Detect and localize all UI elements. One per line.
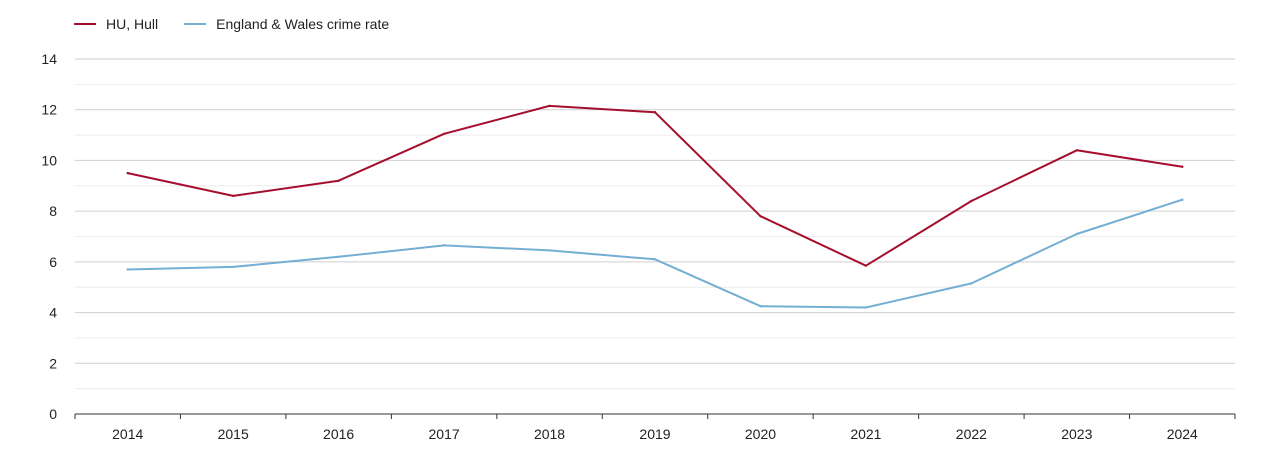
data-point[interactable] <box>126 171 129 175</box>
y-tick-label: 6 <box>49 254 57 270</box>
data-point[interactable] <box>1181 165 1184 168</box>
legend-label-england-wales: England & Wales crime rate <box>216 16 390 32</box>
x-tick-label: 2020 <box>745 426 776 442</box>
y-tick-label: 8 <box>49 203 57 219</box>
y-tick-label: 2 <box>49 355 57 371</box>
x-tick-label: 2017 <box>429 426 460 442</box>
data-point[interactable] <box>970 282 973 285</box>
legend-swatch-england-wales <box>184 23 207 25</box>
x-tick-label: 2016 <box>323 426 354 442</box>
data-point[interactable] <box>548 104 551 108</box>
data-point[interactable] <box>864 306 868 309</box>
legend-item-hull[interactable]: HU, Hull <box>74 16 158 32</box>
data-point[interactable] <box>337 179 340 182</box>
x-tick-label: 2024 <box>1167 426 1198 442</box>
data-point[interactable] <box>337 255 340 258</box>
series-lines <box>126 104 1184 309</box>
data-point[interactable] <box>653 258 657 261</box>
x-tick-label: 2014 <box>112 426 143 442</box>
data-point[interactable] <box>759 215 762 218</box>
data-point[interactable] <box>442 244 446 247</box>
y-tick-label: 12 <box>41 102 57 118</box>
y-tick-label: 0 <box>49 406 57 422</box>
legend: HU, Hull England & Wales crime rate <box>74 16 415 32</box>
data-point[interactable] <box>759 305 762 308</box>
data-point[interactable] <box>126 268 129 271</box>
data-point[interactable] <box>442 132 446 136</box>
data-point[interactable] <box>1075 149 1079 152</box>
data-point[interactable] <box>1181 198 1184 201</box>
x-axis: 2014 2015 2016 2017 2018 2019 2020 2021 2022 2023… <box>74 413 1236 442</box>
x-tick-label: 2021 <box>850 426 881 442</box>
grid-lines <box>75 58 1235 390</box>
data-point[interactable] <box>548 249 551 252</box>
x-tick-label: 2023 <box>1061 426 1092 442</box>
x-tick-label: 2018 <box>534 426 565 442</box>
legend-swatch-hull <box>74 23 96 25</box>
x-tick-label: 2022 <box>956 426 987 442</box>
x-tick-label: 2019 <box>639 426 670 442</box>
y-tick-label: 4 <box>49 305 57 321</box>
y-tick-label: 14 <box>41 51 57 67</box>
data-point[interactable] <box>231 194 235 198</box>
series-line-1[interactable] <box>126 198 1184 309</box>
y-tick-label: 10 <box>41 152 57 168</box>
legend-item-england-wales[interactable]: England & Wales crime rate <box>184 16 389 32</box>
data-point[interactable] <box>231 265 235 269</box>
data-point[interactable] <box>864 264 868 267</box>
data-point[interactable] <box>653 111 657 114</box>
x-tick-label: 2015 <box>218 426 249 442</box>
data-point[interactable] <box>1075 232 1079 236</box>
data-point[interactable] <box>970 199 973 203</box>
legend-label-hull: HU, Hull <box>106 16 159 32</box>
y-axis: 0 2 4 6 8 10 12 14 <box>41 51 57 422</box>
